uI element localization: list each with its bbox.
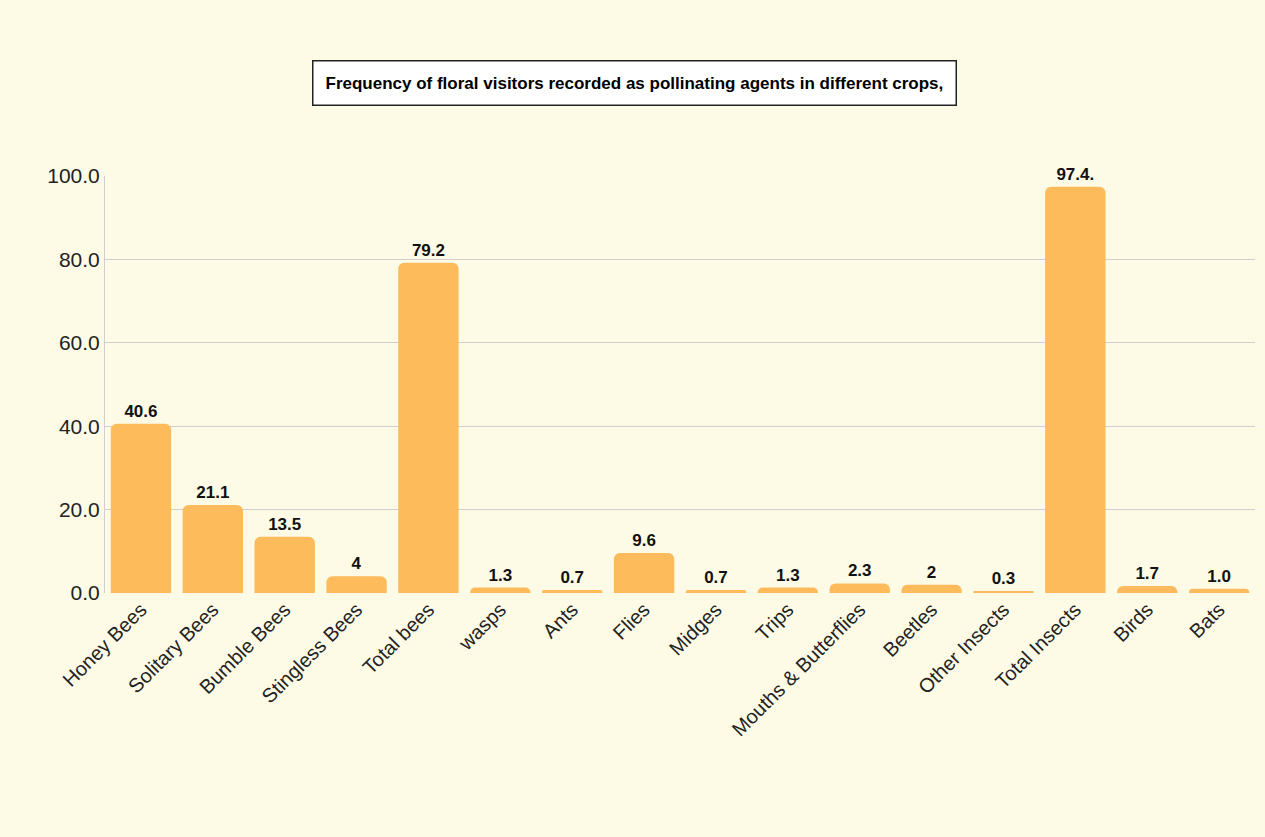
svg-text:1.0: 1.0 <box>1207 567 1231 586</box>
svg-text:79.2: 79.2 <box>412 241 445 260</box>
svg-text:1.3: 1.3 <box>776 566 800 585</box>
svg-text:Beetles: Beetles <box>879 598 942 661</box>
svg-text:20.0: 20.0 <box>59 498 100 521</box>
svg-text:2: 2 <box>927 563 936 582</box>
svg-text:40.6: 40.6 <box>124 402 157 421</box>
svg-text:1.7: 1.7 <box>1135 564 1159 583</box>
svg-text:13.5: 13.5 <box>268 515 301 534</box>
svg-text:Solitary Bees: Solitary Bees <box>124 598 223 697</box>
svg-text:Honey Bees: Honey Bees <box>58 598 151 691</box>
svg-text:Trips: Trips <box>751 598 797 644</box>
svg-text:21.1: 21.1 <box>196 483 229 502</box>
svg-text:1.3: 1.3 <box>488 566 512 585</box>
svg-text:100.0: 100.0 <box>47 164 100 187</box>
svg-text:wasps: wasps <box>454 598 510 654</box>
svg-text:60.0: 60.0 <box>59 331 100 354</box>
svg-text:80.0: 80.0 <box>59 248 100 271</box>
svg-text:4: 4 <box>352 554 362 573</box>
svg-text:Other Insects: Other Insects <box>914 598 1014 698</box>
svg-text:Flies: Flies <box>609 598 654 643</box>
svg-text:Mouths & Butterflies: Mouths & Butterflies <box>727 598 869 740</box>
svg-text:Birds: Birds <box>1109 598 1157 646</box>
svg-text:Bats: Bats <box>1185 598 1229 642</box>
svg-text:Stingless Bees: Stingless Bees <box>257 598 366 707</box>
svg-text:9.6: 9.6 <box>632 531 656 550</box>
svg-text:Midges: Midges <box>665 598 726 659</box>
svg-text:Bumble Bees: Bumble Bees <box>195 598 295 698</box>
svg-text:Frequency of floral visitors r: Frequency of floral visitors recorded as… <box>326 74 944 93</box>
svg-text:0.7: 0.7 <box>704 568 728 587</box>
svg-text:40.0: 40.0 <box>59 415 100 438</box>
svg-text:0.7: 0.7 <box>560 568 584 587</box>
svg-text:0.0: 0.0 <box>71 581 100 604</box>
svg-text:Ants: Ants <box>538 598 582 642</box>
svg-text:Total Insects: Total Insects <box>991 598 1085 692</box>
svg-text:Total bees: Total bees <box>358 598 438 678</box>
svg-text:97.4.: 97.4. <box>1056 165 1094 184</box>
svg-text:0.3: 0.3 <box>992 569 1016 588</box>
svg-text:2.3: 2.3 <box>848 561 872 580</box>
